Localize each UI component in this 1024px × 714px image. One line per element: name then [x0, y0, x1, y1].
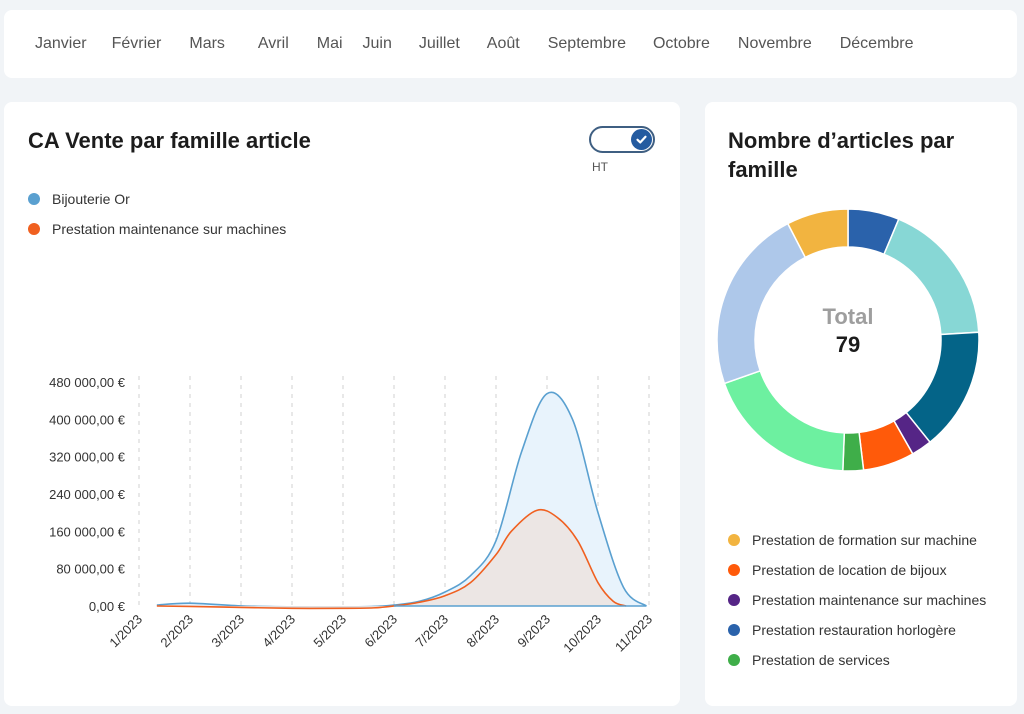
legend-dot — [728, 594, 740, 606]
month-10[interactable]: Octobre — [652, 35, 710, 52]
month-8[interactable]: Août — [486, 35, 520, 52]
check-icon — [631, 129, 652, 150]
month-6[interactable]: Juin — [362, 35, 392, 52]
ht-toggle-label: HT — [592, 160, 608, 174]
month-5[interactable]: Mai — [316, 35, 343, 52]
x-tick-label: 8/2023 — [463, 612, 502, 651]
x-tick-label: 9/2023 — [514, 612, 553, 651]
legend-dot — [728, 654, 740, 666]
donut-total-label: Total — [823, 304, 874, 329]
month-7[interactable]: Juillet — [418, 35, 460, 52]
legend-label: Prestation de formation sur machine — [752, 532, 977, 548]
x-tick-label: 5/2023 — [310, 612, 349, 651]
month-2[interactable]: Février — [111, 35, 162, 52]
month-3[interactable]: Mars — [189, 35, 225, 52]
legend-label: Prestation de services — [752, 652, 890, 668]
legend-item-prestation-maintenance[interactable]: Prestation maintenance sur machines — [28, 221, 286, 237]
x-tick-label: 7/2023 — [412, 612, 451, 651]
series-area-1 — [156, 509, 627, 609]
donut-total-value: 79 — [836, 332, 860, 357]
y-tick-label: 320 000,00 € — [49, 450, 126, 465]
series-line-1 — [156, 508, 627, 610]
y-tick-label: 400 000,00 € — [49, 412, 126, 427]
legend-label: Prestation de location de bijoux — [752, 562, 947, 578]
month-1[interactable]: Janvier — [35, 35, 87, 52]
legend-label: Prestation maintenance sur machines — [52, 221, 287, 237]
legend-dot — [28, 223, 40, 235]
donut-legend-item[interactable]: Prestation restauration horlogère — [728, 622, 956, 638]
x-tick-label: 3/2023 — [208, 612, 247, 651]
legend-dot — [728, 624, 740, 636]
x-tick-label: 2/2023 — [157, 612, 196, 651]
donut-slice-8[interactable] — [786, 208, 849, 259]
y-tick-label: 80 000,00 € — [56, 562, 125, 577]
ca-chart-title: CA Vente par famille article — [28, 128, 311, 153]
legend-label: Bijouterie Or — [52, 191, 130, 207]
month-11[interactable]: Novembre — [737, 35, 812, 52]
month-4[interactable]: Avril — [257, 35, 289, 52]
legend-dot — [728, 564, 740, 576]
legend-dot — [28, 193, 40, 205]
donut-slice-6[interactable] — [723, 369, 846, 472]
x-tick-label: 4/2023 — [259, 612, 298, 651]
donut-legend-item[interactable]: Prestation de services — [728, 652, 890, 668]
y-tick-label: 240 000,00 € — [49, 487, 126, 502]
donut-legend-item[interactable]: Prestation de location de bijoux — [728, 562, 947, 578]
donut-legend-item[interactable]: Prestation maintenance sur machines — [728, 592, 986, 608]
area-chart: 0,00 € 80 000,00 € 160 000,00 € 240 000,00 … — [49, 375, 655, 656]
x-tick-label: 11/2023 — [612, 612, 655, 655]
x-tick-label: 6/2023 — [361, 612, 400, 651]
legend-dot — [728, 534, 740, 546]
x-tick-label: 10/2023 — [560, 612, 604, 656]
y-tick-label: 160 000,00 € — [49, 524, 126, 539]
donut-slice-5[interactable] — [842, 431, 865, 472]
legend-label: Prestation restauration horlogère — [752, 622, 956, 638]
x-tick-label: 1/2023 — [106, 612, 145, 651]
donut-slice-1[interactable] — [883, 218, 980, 336]
ht-toggle[interactable] — [589, 126, 655, 153]
donut-legend-item[interactable]: Prestation de formation sur machine — [728, 532, 977, 548]
month-9[interactable]: Septembre — [547, 35, 626, 52]
month-12[interactable]: Décembre — [839, 35, 914, 52]
legend-item-bijouterie-or[interactable]: Bijouterie Or — [28, 191, 130, 207]
months-bar: Janvier Février Mars Avril Mai Juin Juillet Aoû… — [4, 10, 1017, 78]
y-tick-label: 480 000,00 € — [49, 375, 126, 390]
donut-chart: Total 79 — [716, 208, 980, 472]
donut-chart-title: Nombre d’articles par famille — [728, 128, 955, 182]
month-list: Janvier Février Mars Avril Mai Juin Juillet Aoû… — [4, 10, 1017, 78]
y-tick-label: 0,00 € — [89, 599, 126, 614]
donut-chart-card: Nombre d’articles par famille Total 79 P… — [705, 102, 1017, 706]
legend-label: Prestation maintenance sur machines — [752, 592, 987, 608]
ca-chart-card: CA Vente par famille article HT Bijouter… — [4, 102, 680, 706]
donut-slice-7[interactable] — [716, 222, 807, 385]
